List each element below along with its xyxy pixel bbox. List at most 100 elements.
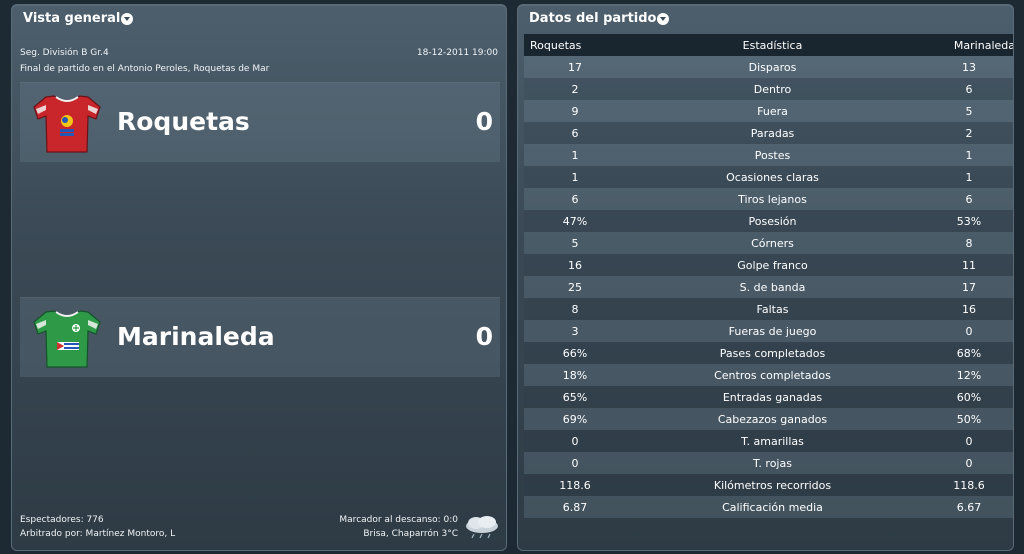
table-row: 47% Posesión 53% (524, 210, 1013, 232)
stat-label: Ocasiones claras (626, 166, 919, 188)
stat-label: Córners (626, 232, 919, 254)
overview-title: Vista general (23, 11, 121, 26)
table-row: 66% Pases completados 68% (524, 342, 1013, 364)
stat-away-value: 0 (919, 430, 1013, 452)
stat-home-value: 8 (524, 298, 626, 320)
table-row: 1 Postes 1 (524, 144, 1013, 166)
home-shirt-icon (33, 95, 101, 153)
stat-home-value: 66% (524, 342, 626, 364)
stat-label: Calificación media (626, 496, 919, 518)
cloud-rain-icon (466, 516, 498, 539)
stat-home-value: 6 (524, 122, 626, 144)
chevron-down-icon[interactable] (121, 13, 134, 25)
stat-home-value: 17 (524, 56, 626, 78)
stat-label: T. rojas (626, 452, 919, 474)
stats-body: 17 Disparos 13 2 Dentro 6 9 Fuera 5 6 Paradas 2 1 Pos… (524, 56, 1013, 518)
stat-label: Golpe franco (626, 254, 919, 276)
stat-home-value: 2 (524, 78, 626, 100)
stat-label: Centros completados (626, 364, 919, 386)
table-row: 69% Cabezazos ganados 50% (524, 408, 1013, 430)
stat-home-value: 47% (524, 210, 626, 232)
table-row: 6 Tiros lejanos 6 (524, 188, 1013, 210)
match-stats-header[interactable]: Datos del partido (518, 5, 1013, 33)
col-header-stat[interactable]: Estadística (626, 34, 919, 56)
stat-label: Postes (626, 144, 919, 166)
stat-label: Posesión (626, 210, 919, 232)
stat-away-value: 0 (919, 320, 1013, 342)
stat-home-value: 25 (524, 276, 626, 298)
away-team-name[interactable]: Marinaleda (117, 322, 275, 351)
stat-home-value: 6.87 (524, 496, 626, 518)
stat-away-value: 50% (919, 408, 1013, 430)
attendance: Espectadores: 776 (20, 515, 104, 525)
stat-away-value: 118.6 (919, 474, 1013, 496)
stat-away-value: 5 (919, 100, 1013, 122)
stat-home-value: 1 (524, 166, 626, 188)
stat-label: Kilómetros recorridos (626, 474, 919, 496)
table-row: 18% Centros completados 12% (524, 364, 1013, 386)
stat-home-value: 1 (524, 144, 626, 166)
table-row: 1 Ocasiones claras 1 (524, 166, 1013, 188)
away-team-box[interactable]: Marinaleda 0 (20, 297, 500, 377)
stat-label: Paradas (626, 122, 919, 144)
table-row: 2 Dentro 6 (524, 78, 1013, 100)
stats-header-row: Roquetas Estadística Marinaleda (524, 34, 1013, 56)
table-row: 6.87 Calificación media 6.67 (524, 496, 1013, 518)
match-stats-panel: Datos del partido Roquetas Estadística M… (517, 4, 1014, 551)
stat-home-value: 0 (524, 452, 626, 474)
venue-line: Final de partido en el Antonio Peroles, … (20, 64, 270, 74)
home-team-name[interactable]: Roquetas (117, 107, 250, 136)
weather-text: Brisa, Chaparrón 3°C (363, 529, 458, 539)
stat-home-value: 3 (524, 320, 626, 342)
stat-home-value: 18% (524, 364, 626, 386)
col-header-away[interactable]: Marinaleda (919, 34, 1013, 56)
match-stats-title: Datos del partido (529, 11, 657, 26)
stat-home-value: 69% (524, 408, 626, 430)
referee[interactable]: Arbitrado por: Martínez Montoro, L (20, 529, 176, 539)
table-row: 8 Faltas 16 (524, 298, 1013, 320)
stat-home-value: 118.6 (524, 474, 626, 496)
stat-away-value: 60% (919, 386, 1013, 408)
stat-label: Cabezazos ganados (626, 408, 919, 430)
col-header-home[interactable]: Roquetas (524, 34, 626, 56)
competition-name: Seg. División B Gr.4 (20, 48, 109, 58)
stat-label: Fueras de juego (626, 320, 919, 342)
stat-label: Dentro (626, 78, 919, 100)
overview-panel: Vista general Seg. División B Gr.4 18-12… (11, 4, 507, 551)
stat-away-value: 0 (919, 452, 1013, 474)
stat-label: Pases completados (626, 342, 919, 364)
stat-home-value: 0 (524, 430, 626, 452)
stat-away-value: 68% (919, 342, 1013, 364)
chevron-down-icon[interactable] (657, 13, 670, 25)
stat-home-value: 6 (524, 188, 626, 210)
stat-away-value: 12% (919, 364, 1013, 386)
table-row: 25 S. de banda 17 (524, 276, 1013, 298)
stat-away-value: 8 (919, 232, 1013, 254)
stat-label: Faltas (626, 298, 919, 320)
stat-home-value: 16 (524, 254, 626, 276)
table-row: 65% Entradas ganadas 60% (524, 386, 1013, 408)
stat-away-value: 1 (919, 166, 1013, 188)
table-row: 17 Disparos 13 (524, 56, 1013, 78)
stat-label: Entradas ganadas (626, 386, 919, 408)
stat-away-value: 17 (919, 276, 1013, 298)
stat-away-value: 2 (919, 122, 1013, 144)
table-row: 6 Paradas 2 (524, 122, 1013, 144)
halftime-score: Marcador al descanso: 0:0 (339, 515, 458, 525)
stat-label: Fuera (626, 100, 919, 122)
stat-label: Tiros lejanos (626, 188, 919, 210)
stat-away-value: 6.67 (919, 496, 1013, 518)
home-team-score: 0 (475, 107, 493, 136)
away-shirt-icon (33, 310, 101, 368)
stat-label: Disparos (626, 56, 919, 78)
stat-away-value: 1 (919, 144, 1013, 166)
stat-away-value: 53% (919, 210, 1013, 232)
overview-header[interactable]: Vista general (12, 5, 506, 33)
stat-home-value: 9 (524, 100, 626, 122)
stat-home-value: 65% (524, 386, 626, 408)
match-stats-table: Roquetas Estadística Marinaleda 17 Dispar… (524, 34, 1013, 518)
table-row: 0 T. rojas 0 (524, 452, 1013, 474)
table-row: 5 Córners 8 (524, 232, 1013, 254)
stat-away-value: 6 (919, 78, 1013, 100)
home-team-box[interactable]: Roquetas 0 (20, 82, 500, 162)
